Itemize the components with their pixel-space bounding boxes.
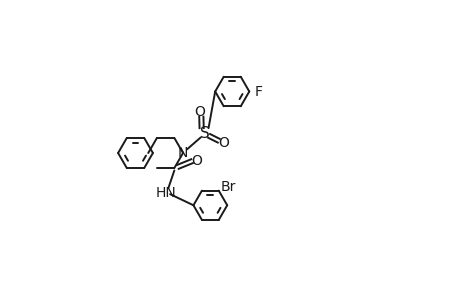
Text: O: O: [191, 154, 202, 168]
Text: O: O: [194, 105, 205, 119]
Text: O: O: [218, 136, 229, 150]
Text: N: N: [178, 146, 188, 160]
Text: HN: HN: [155, 186, 176, 200]
Text: Br: Br: [220, 180, 235, 194]
Text: S: S: [199, 126, 209, 141]
Text: F: F: [254, 85, 262, 98]
